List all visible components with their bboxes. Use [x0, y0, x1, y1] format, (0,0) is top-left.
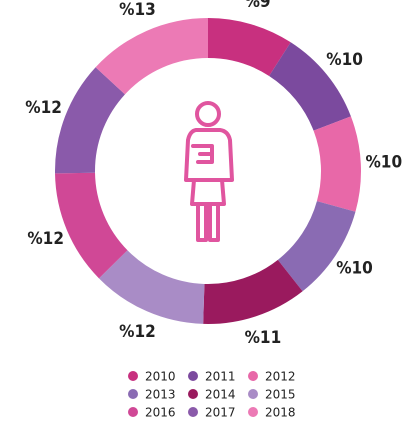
legend-label: 2012: [265, 370, 296, 384]
data-label: %10: [336, 258, 373, 278]
legend-swatch: [188, 407, 198, 417]
data-label: %12: [25, 98, 62, 118]
donut-segment: [313, 116, 361, 212]
legend-swatch: [188, 371, 198, 381]
donut-segment: [55, 67, 125, 174]
donut-segment: [95, 18, 208, 95]
legend-swatch: [248, 371, 258, 381]
data-label: %10: [365, 153, 402, 173]
data-label: %12: [119, 322, 156, 342]
data-label: %9: [245, 0, 271, 12]
legend-swatch: [128, 371, 138, 381]
legend-label: 2016: [145, 406, 176, 420]
legend-label: 2011: [205, 370, 236, 384]
donut-segment: [55, 172, 128, 279]
data-label: %11: [245, 328, 282, 348]
legend-label: 2017: [205, 406, 236, 420]
donut-segment: [269, 42, 351, 131]
legend-label: 2010: [145, 370, 176, 384]
donut-segment: [203, 259, 303, 324]
legend-swatch: [248, 389, 258, 399]
donut-segment: [98, 250, 205, 324]
data-label: %10: [326, 50, 363, 70]
legend-label: 2014: [205, 388, 236, 402]
legend-swatch: [128, 407, 138, 417]
legend-swatch: [248, 407, 258, 417]
legend-swatch: [188, 389, 198, 399]
woman-icon: [184, 101, 234, 242]
legend-label: 2018: [265, 406, 296, 420]
legend-label: 2015: [265, 388, 296, 402]
donut-segment: [208, 18, 291, 76]
donut-segment: [277, 201, 356, 292]
data-label: %12: [27, 229, 64, 249]
legend-swatch: [128, 389, 138, 399]
legend-label: 2013: [145, 388, 176, 402]
data-label: %13: [119, 0, 156, 20]
